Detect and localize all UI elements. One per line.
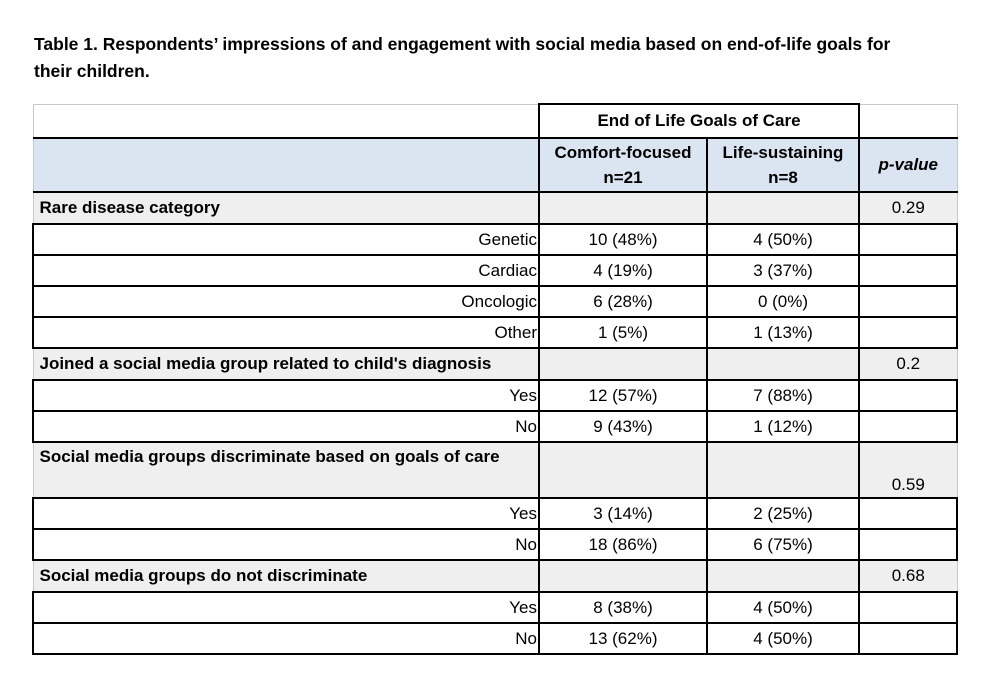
- comfort-focused-value: 8 (38%): [538, 592, 708, 624]
- p-value-empty-cell: [858, 380, 958, 412]
- p-value-column-header: p-value: [858, 137, 958, 193]
- life-sustaining-value: 2 (25%): [706, 498, 860, 530]
- table-row: Genetic 10 (48%) 4 (50%): [32, 224, 958, 256]
- row-label: Yes: [32, 498, 540, 530]
- table-row: Yes 12 (57%) 7 (88%): [32, 380, 958, 412]
- p-value-empty-cell: [858, 498, 958, 530]
- p-value-cell: 0.59: [858, 442, 958, 499]
- table-row: Oncologic 6 (28%) 0 (0%): [32, 286, 958, 318]
- comfort-focused-value: 4 (19%): [538, 255, 708, 287]
- category-empty-cell: [538, 442, 708, 499]
- category-label: Social media groups discriminate based o…: [32, 442, 539, 499]
- table-row: No 18 (86%) 6 (75%): [32, 529, 958, 561]
- header-blank-cell: [858, 103, 958, 138]
- comfort-focused-value: 13 (62%): [538, 623, 708, 655]
- row-label: No: [32, 411, 540, 443]
- p-value-empty-cell: [858, 317, 958, 349]
- row-label: No: [32, 529, 540, 561]
- table-row: Other 1 (5%) 1 (13%): [32, 317, 958, 349]
- row-label: Yes: [32, 380, 540, 412]
- p-value-empty-cell: [858, 286, 958, 318]
- category-row: Social media groups discriminate based o…: [32, 442, 958, 499]
- comfort-focused-value: 9 (43%): [538, 411, 708, 443]
- results-table: End of Life Goals of Care Comfort-focuse…: [32, 103, 958, 655]
- life-sustaining-value: 0 (0%): [706, 286, 860, 318]
- category-empty-cell: [538, 560, 708, 593]
- goals-of-care-group-header: End of Life Goals of Care: [538, 103, 860, 139]
- row-label: Yes: [32, 592, 540, 624]
- row-label: No: [32, 623, 540, 655]
- p-value-empty-cell: [858, 224, 958, 256]
- header-row-columns: Comfort-focused n=21 Life-sustaining n=8…: [32, 137, 958, 193]
- life-sustaining-value: 6 (75%): [706, 529, 860, 561]
- table-row: No 13 (62%) 4 (50%): [32, 623, 958, 655]
- table-caption: Table 1. Respondents’ impressions of and…: [34, 31, 964, 85]
- table-row: Cardiac 4 (19%) 3 (37%): [32, 255, 958, 287]
- p-value-cell: 0.68: [858, 560, 958, 593]
- category-empty-cell: [706, 442, 860, 499]
- row-label: Other: [32, 317, 540, 349]
- p-value-empty-cell: [858, 411, 958, 443]
- row-label: Oncologic: [32, 286, 540, 318]
- comfort-focused-value: 6 (28%): [538, 286, 708, 318]
- life-sustaining-value: 7 (88%): [706, 380, 860, 412]
- category-empty-cell: [538, 348, 708, 381]
- table-row: No 9 (43%) 1 (12%): [32, 411, 958, 443]
- life-sustaining-value: 4 (50%): [706, 592, 860, 624]
- life-sustaining-value: 1 (13%): [706, 317, 860, 349]
- comfort-focused-value: 10 (48%): [538, 224, 708, 256]
- p-value-cell: 0.29: [858, 192, 958, 225]
- p-value-cell: 0.2: [858, 348, 958, 381]
- comfort-focused-value: 1 (5%): [538, 317, 708, 349]
- comfort-focused-value: 18 (86%): [538, 529, 708, 561]
- life-sustaining-column-header: Life-sustaining n=8: [706, 137, 860, 193]
- row-label: Cardiac: [32, 255, 540, 287]
- category-label: Rare disease category: [32, 192, 539, 225]
- p-value-empty-cell: [858, 529, 958, 561]
- category-empty-cell: [538, 192, 708, 225]
- comfort-focused-value: 12 (57%): [538, 380, 708, 412]
- comfort-focused-value: 3 (14%): [538, 498, 708, 530]
- table-row: Yes 3 (14%) 2 (25%): [32, 498, 958, 530]
- category-empty-cell: [706, 348, 860, 381]
- header-blank-cell: [32, 103, 539, 138]
- life-sustaining-value: 1 (12%): [706, 411, 860, 443]
- header-row-group: End of Life Goals of Care: [32, 103, 958, 139]
- category-empty-cell: [706, 560, 860, 593]
- category-row: Rare disease category 0.29: [32, 192, 958, 225]
- caption-line-1: Table 1. Respondents’ impressions of and…: [34, 34, 891, 54]
- p-value-empty-cell: [858, 592, 958, 624]
- life-sustaining-value: 4 (50%): [706, 224, 860, 256]
- category-label: Joined a social media group related to c…: [32, 348, 539, 381]
- header-label-cell: [32, 137, 539, 193]
- caption-line-2: their children.: [34, 61, 150, 81]
- category-row: Social media groups do not discriminate …: [32, 560, 958, 593]
- life-sustaining-value: 4 (50%): [706, 623, 860, 655]
- comfort-focused-column-header: Comfort-focused n=21: [538, 137, 708, 193]
- table-row: Yes 8 (38%) 4 (50%): [32, 592, 958, 624]
- category-label: Social media groups do not discriminate: [32, 560, 539, 593]
- category-empty-cell: [706, 192, 860, 225]
- p-value-empty-cell: [858, 255, 958, 287]
- life-sustaining-value: 3 (37%): [706, 255, 860, 287]
- p-value-empty-cell: [858, 623, 958, 655]
- category-row: Joined a social media group related to c…: [32, 348, 958, 381]
- row-label: Genetic: [32, 224, 540, 256]
